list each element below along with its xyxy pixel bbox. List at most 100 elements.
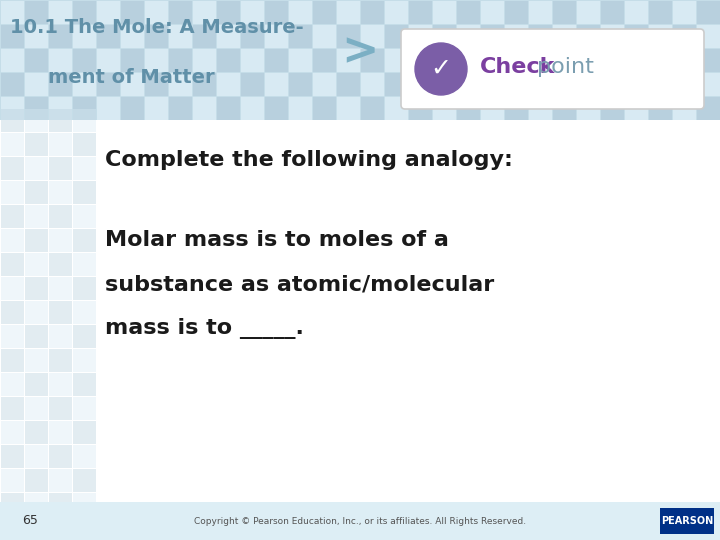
- Bar: [649, 97, 672, 119]
- Bar: [217, 1, 240, 24]
- Bar: [1, 228, 24, 252]
- Bar: [480, 72, 503, 96]
- Bar: [264, 24, 287, 48]
- Bar: [696, 72, 719, 96]
- Bar: [480, 49, 503, 71]
- Bar: [336, 49, 359, 71]
- Bar: [312, 97, 336, 119]
- FancyBboxPatch shape: [401, 29, 704, 109]
- Bar: [624, 1, 647, 24]
- Bar: [433, 49, 456, 71]
- Bar: [192, 97, 215, 119]
- Bar: [24, 396, 48, 420]
- Bar: [577, 24, 600, 48]
- Bar: [48, 373, 71, 395]
- Bar: [505, 72, 528, 96]
- Bar: [48, 72, 71, 96]
- Bar: [24, 157, 48, 179]
- Bar: [96, 72, 120, 96]
- Bar: [1, 396, 24, 420]
- Text: 65: 65: [22, 515, 38, 528]
- Bar: [48, 348, 71, 372]
- Bar: [73, 253, 96, 275]
- Text: Check: Check: [480, 57, 555, 77]
- Bar: [1, 253, 24, 275]
- Bar: [577, 97, 600, 119]
- Bar: [240, 97, 264, 119]
- Bar: [289, 72, 312, 96]
- Bar: [168, 49, 192, 71]
- Bar: [552, 49, 575, 71]
- Bar: [552, 97, 575, 119]
- Bar: [456, 72, 480, 96]
- Bar: [649, 1, 672, 24]
- Bar: [24, 373, 48, 395]
- Bar: [73, 109, 96, 132]
- Bar: [24, 253, 48, 275]
- Bar: [24, 109, 48, 132]
- Bar: [528, 1, 552, 24]
- Bar: [480, 97, 503, 119]
- Bar: [384, 49, 408, 71]
- Bar: [240, 24, 264, 48]
- Bar: [624, 49, 647, 71]
- Bar: [1, 1, 24, 24]
- Bar: [24, 205, 48, 227]
- Bar: [433, 72, 456, 96]
- Bar: [73, 373, 96, 395]
- Bar: [73, 276, 96, 300]
- Bar: [73, 157, 96, 179]
- Bar: [696, 1, 719, 24]
- Bar: [264, 49, 287, 71]
- Bar: [96, 49, 120, 71]
- Bar: [48, 276, 71, 300]
- Bar: [456, 24, 480, 48]
- Bar: [96, 24, 120, 48]
- Bar: [48, 1, 71, 24]
- Bar: [145, 97, 168, 119]
- Bar: [408, 49, 431, 71]
- Circle shape: [415, 43, 467, 95]
- Bar: [408, 97, 431, 119]
- Text: mass is to _____.: mass is to _____.: [105, 318, 304, 339]
- Bar: [73, 516, 96, 539]
- Bar: [289, 97, 312, 119]
- Bar: [168, 97, 192, 119]
- Bar: [24, 228, 48, 252]
- Bar: [73, 72, 96, 96]
- Text: 10.1 The Mole: A Measure-: 10.1 The Mole: A Measure-: [10, 18, 304, 37]
- Bar: [1, 24, 24, 48]
- Bar: [696, 97, 719, 119]
- Bar: [672, 97, 696, 119]
- Bar: [48, 157, 71, 179]
- Bar: [600, 1, 624, 24]
- Bar: [73, 132, 96, 156]
- Bar: [624, 97, 647, 119]
- Bar: [672, 24, 696, 48]
- Text: Complete the following analogy:: Complete the following analogy:: [105, 150, 513, 170]
- Bar: [480, 24, 503, 48]
- Bar: [48, 132, 71, 156]
- Bar: [336, 97, 359, 119]
- Bar: [145, 49, 168, 71]
- Bar: [433, 24, 456, 48]
- Bar: [552, 24, 575, 48]
- Bar: [24, 180, 48, 204]
- Bar: [73, 469, 96, 491]
- Bar: [73, 300, 96, 323]
- Bar: [1, 300, 24, 323]
- Bar: [24, 49, 48, 71]
- Bar: [48, 516, 71, 539]
- Bar: [24, 300, 48, 323]
- Bar: [384, 24, 408, 48]
- Bar: [1, 516, 24, 539]
- Bar: [240, 72, 264, 96]
- Bar: [528, 24, 552, 48]
- Bar: [73, 1, 96, 24]
- Bar: [1, 132, 24, 156]
- Bar: [73, 228, 96, 252]
- Bar: [24, 516, 48, 539]
- Bar: [48, 49, 71, 71]
- Bar: [48, 253, 71, 275]
- Bar: [145, 72, 168, 96]
